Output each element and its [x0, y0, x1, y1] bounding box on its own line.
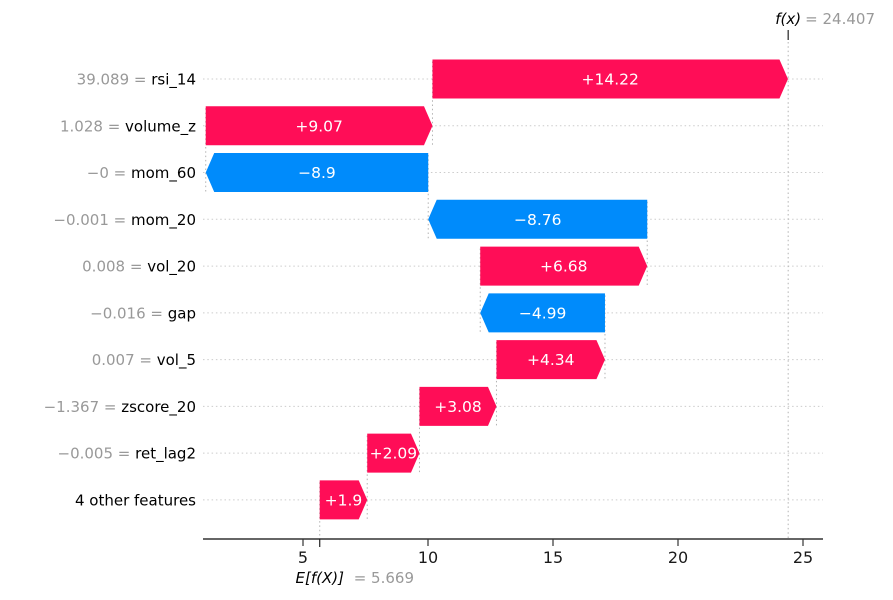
- x-tick-label: 10: [418, 548, 438, 567]
- feature-data-value: 0.007 =: [92, 351, 157, 369]
- feature-name: mom_20: [131, 211, 196, 230]
- bar-value-label: +1.9: [325, 491, 363, 509]
- feature-data-value: −0.001 =: [53, 211, 131, 229]
- expected-value-number: = 5.669: [354, 569, 414, 587]
- bar-value-label: −8.9: [298, 164, 336, 182]
- bar-volume_z: [205, 106, 433, 146]
- feature-label: −0.016 = gap: [90, 304, 196, 322]
- x-tick-label: 25: [793, 548, 813, 567]
- feature-name: rsi_14: [151, 71, 196, 90]
- feature-label: 39.089 = rsi_14: [77, 71, 196, 90]
- x-axis: 5 10 15 20 25: [203, 538, 823, 567]
- feature-data-value: 39.089 =: [77, 71, 152, 89]
- bar-value-label: +2.09: [370, 445, 418, 463]
- bar-4-other-features: [319, 480, 368, 520]
- bar-mom_60: [205, 153, 429, 193]
- bar-value-label: +6.68: [540, 258, 588, 276]
- bar-rsi_14: [432, 59, 788, 99]
- feature-data-value: −0.005 =: [58, 445, 136, 463]
- feature-label: 1.028 = volume_z: [60, 117, 196, 136]
- bar-vol_20: [480, 246, 648, 286]
- feature-label: 0.007 = vol_5: [92, 351, 196, 370]
- x-tick-label: 15: [543, 548, 563, 567]
- labels: 39.089 = rsi_14 1.028 = volume_z −0 = mom_…: [44, 10, 875, 587]
- feature-name: 4 other features: [75, 491, 196, 509]
- fx-label: f(x): [775, 10, 801, 28]
- feature-name: volume_z: [125, 117, 196, 136]
- feature-data-value: −0 =: [87, 164, 131, 182]
- bar-zscore_20: [419, 386, 497, 426]
- fx-value-label: = 24.407: [805, 10, 875, 28]
- feature-label: 0.008 = vol_20: [82, 258, 196, 277]
- bar-value-label: +9.07: [295, 117, 343, 135]
- feature-name: zscore_20: [121, 398, 196, 417]
- feature-label: −0.001 = mom_20: [53, 211, 196, 230]
- feature-name: ret_lag2: [135, 445, 196, 464]
- feature-name: mom_60: [131, 164, 196, 183]
- bar-ret_lag2: [367, 433, 420, 473]
- feature-label: −0.005 = ret_lag2: [58, 445, 197, 464]
- bar-value-label: +4.34: [527, 351, 575, 369]
- bar-gap: [480, 293, 605, 333]
- feature-data-value: 1.028 =: [60, 117, 125, 135]
- feature-label: −1.367 = zscore_20: [44, 398, 196, 417]
- x-tick-label: 5: [298, 548, 308, 567]
- feature-name: gap: [168, 304, 196, 322]
- feature-name: vol_5: [157, 351, 196, 370]
- bar-value-label: −8.76: [514, 211, 562, 229]
- x-tick-label: 20: [668, 548, 688, 567]
- feature-label: 4 other features: [75, 491, 196, 509]
- feature-name: vol_20: [147, 258, 196, 277]
- bar-value-label: +14.22: [582, 71, 639, 89]
- bar-mom_20: [428, 199, 648, 239]
- feature-data-value: 0.008 =: [82, 258, 147, 276]
- bars: +14.22 +9.07 −8.9 −8.76 +6.68 −4.99 +4.34 +3.08…: [205, 59, 788, 520]
- feature-label: −0 = mom_60: [87, 164, 196, 183]
- feature-data-value: −1.367 =: [44, 398, 122, 416]
- bar-vol_5: [496, 340, 605, 380]
- expected-value-label: E[f(X)]: [295, 569, 344, 587]
- feature-data-value: −0.016 =: [90, 304, 168, 322]
- bar-value-label: +3.08: [434, 398, 482, 416]
- bar-value-label: −4.99: [519, 304, 567, 322]
